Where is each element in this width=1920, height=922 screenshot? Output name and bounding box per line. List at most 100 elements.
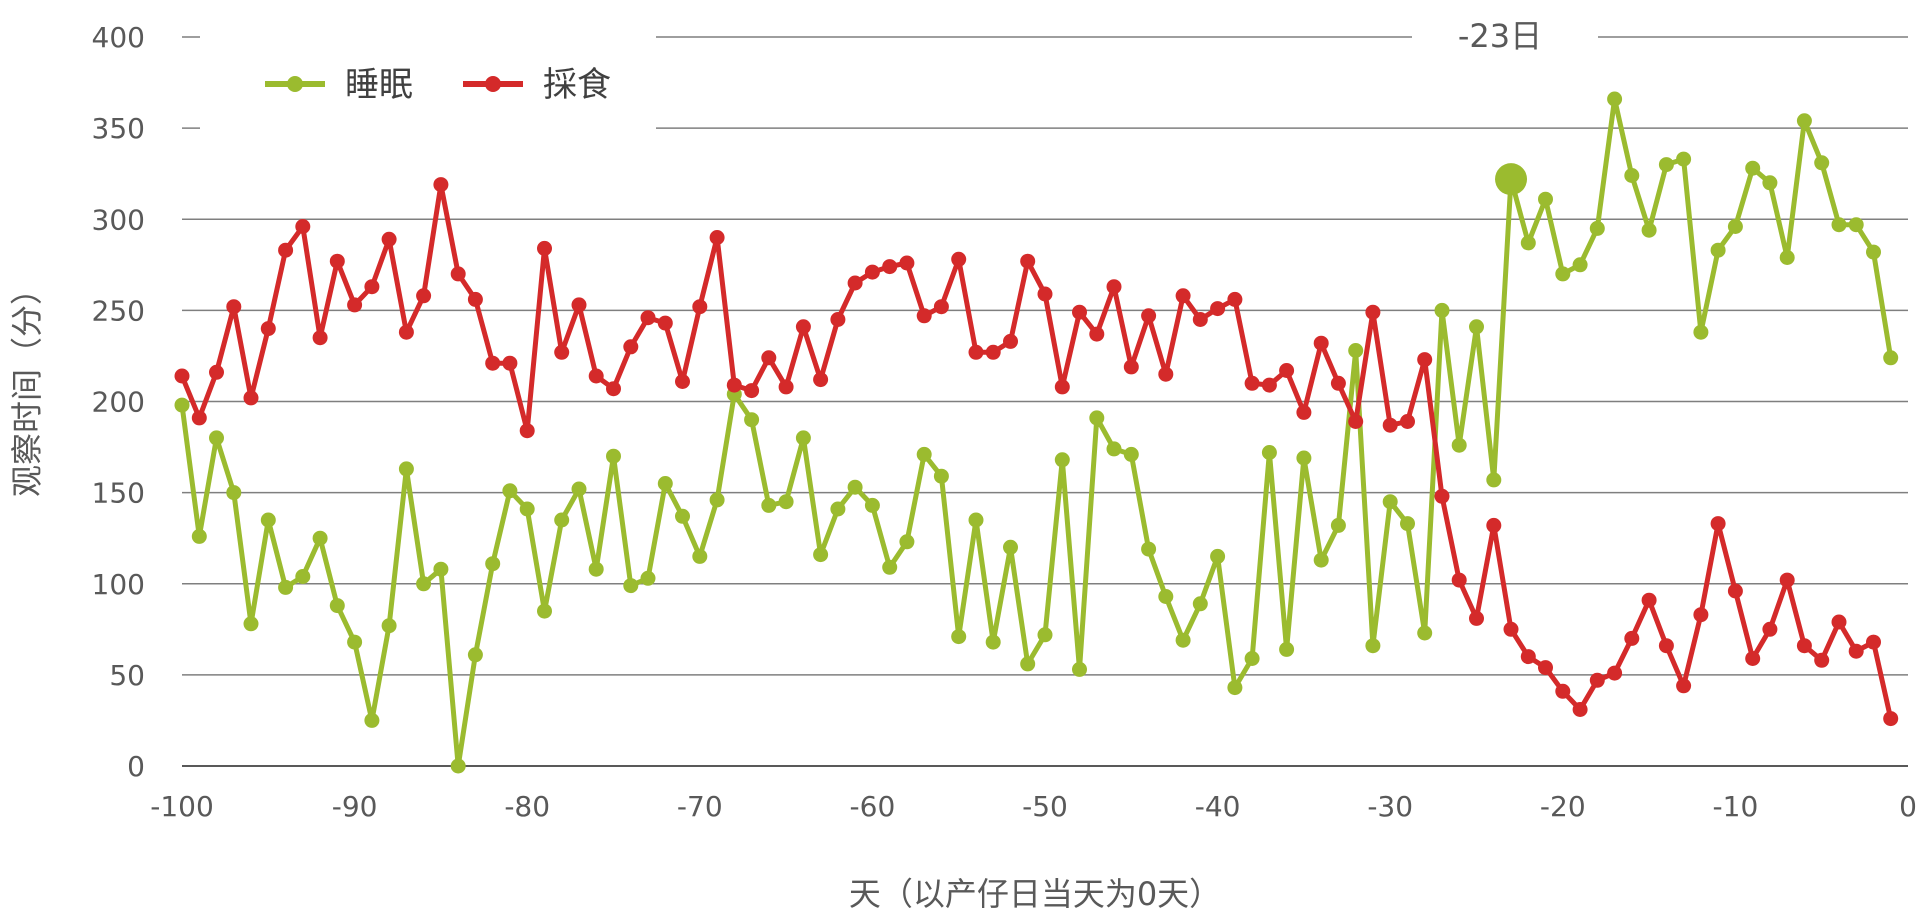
data-point xyxy=(1572,257,1588,273)
data-point xyxy=(1417,352,1433,368)
data-point xyxy=(1727,219,1743,234)
y-tick-label: 50 xyxy=(109,659,145,692)
series-layer xyxy=(174,91,1899,774)
data-point xyxy=(899,534,915,550)
data-point xyxy=(606,381,621,397)
data-point xyxy=(726,377,742,393)
data-point xyxy=(1089,326,1105,342)
data-point xyxy=(1451,572,1467,588)
data-point xyxy=(1883,711,1899,727)
data-point xyxy=(1365,304,1381,320)
x-tick-label: -10 xyxy=(1713,790,1759,823)
data-point xyxy=(209,364,224,380)
data-point xyxy=(1762,175,1778,191)
data-point xyxy=(882,559,898,575)
data-point xyxy=(174,397,190,413)
highlight-point xyxy=(1495,163,1528,196)
data-point xyxy=(1296,404,1312,420)
data-point xyxy=(347,634,363,650)
legend-swatch-marker xyxy=(485,76,501,92)
data-point xyxy=(433,561,449,577)
legend: 睡眠 採食 xyxy=(265,65,611,105)
data-point xyxy=(1210,301,1226,317)
data-point xyxy=(1796,638,1812,654)
data-point xyxy=(398,461,414,477)
data-point xyxy=(709,230,725,245)
data-point xyxy=(1175,632,1191,648)
data-point xyxy=(260,512,276,528)
x-tick-label: -90 xyxy=(332,790,378,823)
data-point xyxy=(1244,651,1260,666)
data-point xyxy=(1072,304,1087,320)
data-point xyxy=(537,603,552,619)
data-point xyxy=(209,430,224,446)
data-point xyxy=(1261,445,1277,460)
data-point xyxy=(1141,308,1157,324)
data-point xyxy=(1624,168,1640,183)
data-point xyxy=(1641,222,1657,238)
data-point xyxy=(916,308,932,324)
legend-label: 採食 xyxy=(543,65,611,105)
data-point xyxy=(795,319,811,335)
y-axis-title: 观察时间（分） xyxy=(8,273,46,497)
data-point xyxy=(571,297,587,313)
data-point xyxy=(1572,702,1588,717)
data-point xyxy=(312,530,328,546)
data-point xyxy=(1244,375,1260,391)
data-point xyxy=(1727,583,1743,599)
data-point xyxy=(1814,155,1830,171)
x-tick-label: -50 xyxy=(1022,790,1068,823)
data-point xyxy=(485,355,501,371)
data-point xyxy=(1693,324,1709,340)
data-point xyxy=(1158,589,1174,604)
data-point xyxy=(1210,548,1226,564)
data-point xyxy=(1365,638,1381,654)
data-point xyxy=(675,374,690,389)
data-point xyxy=(278,579,294,595)
data-point xyxy=(416,576,432,592)
data-point xyxy=(951,629,967,645)
data-point xyxy=(1123,446,1139,462)
data-point xyxy=(1469,610,1484,626)
y-tick-label: 300 xyxy=(92,203,145,236)
data-point xyxy=(778,379,794,395)
legend-label: 睡眠 xyxy=(345,65,413,105)
data-point xyxy=(709,492,725,508)
data-point xyxy=(226,299,242,315)
data-point xyxy=(1158,366,1174,382)
data-point xyxy=(1607,91,1623,107)
data-point xyxy=(398,324,414,340)
data-point xyxy=(1848,217,1864,233)
data-point xyxy=(1641,592,1657,608)
data-point xyxy=(1745,651,1761,666)
data-point xyxy=(1710,516,1726,532)
data-point xyxy=(1658,638,1674,654)
data-point xyxy=(191,528,207,544)
data-point xyxy=(1520,235,1536,251)
data-point xyxy=(1676,151,1692,167)
data-point xyxy=(1037,286,1053,302)
data-point xyxy=(1538,660,1553,676)
data-point xyxy=(1486,472,1502,488)
data-point xyxy=(1883,350,1899,366)
data-point xyxy=(985,634,1001,650)
x-tick-label: 0 xyxy=(1899,790,1917,823)
data-point xyxy=(364,279,380,295)
data-point xyxy=(847,479,863,495)
x-tick-label: -60 xyxy=(850,790,896,823)
data-point xyxy=(640,570,656,586)
x-axis-title: 天（以产仔日当天为0天） xyxy=(849,875,1221,913)
data-point xyxy=(692,548,708,564)
data-point xyxy=(606,448,621,464)
legend-swatch-marker xyxy=(287,76,303,92)
data-point xyxy=(1710,242,1726,258)
data-point xyxy=(1106,279,1122,295)
data-point xyxy=(1089,410,1105,426)
data-point xyxy=(1555,683,1571,699)
data-point xyxy=(1503,621,1519,637)
data-point xyxy=(295,569,311,584)
data-point xyxy=(364,712,380,728)
data-point xyxy=(502,355,518,371)
data-point xyxy=(1348,414,1364,429)
data-point xyxy=(1054,452,1070,468)
